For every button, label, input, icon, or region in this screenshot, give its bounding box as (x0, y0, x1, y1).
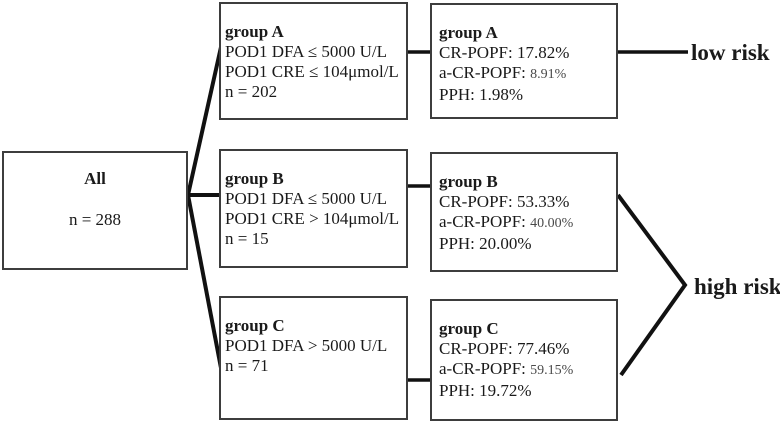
group-a-outcomes-title: group A (439, 23, 498, 42)
group-c-acr-popf-label: a-CR-POPF: (439, 359, 526, 378)
group-b-pph-value: 20.00% (479, 234, 532, 253)
group-a-pph: PPH: 1.98% (439, 85, 614, 105)
group-a-cr-popf-label: CR-POPF: (439, 43, 513, 62)
group-c-criteria-dfa: POD1 DFA > 5000 U/L (225, 336, 388, 355)
group-a-criteria-dfa: POD1 DFA ≤ 5000 U/L (225, 42, 388, 61)
group-b-pph-label: PPH: (439, 234, 475, 253)
group-b-cr-popf-value: 53.33% (516, 192, 570, 211)
group-c-pph: PPH: 19.72% (439, 381, 614, 401)
group-c-acr-popf-value: 59.15% (530, 363, 574, 378)
connector-all-to-group-c-line (186, 194, 223, 369)
group-c-criteria-count: n = 71 (225, 356, 269, 375)
group-a-acr-popf: a-CR-POPF: 8.91% (439, 63, 614, 85)
all-box-count: n = 288 (68, 210, 122, 229)
group-c-cr-popf-label: CR-POPF: (439, 339, 513, 358)
group-c-pph-value: 19.72% (479, 381, 532, 400)
group-a-cr-popf: CR-POPF: 17.82% (439, 43, 614, 63)
group-b-criteria-count: n = 15 (225, 229, 269, 248)
group-b-acr-popf: a-CR-POPF: 40.00% (439, 212, 614, 234)
group-b-criteria-title: group B (225, 169, 284, 188)
group-b-cr-popf-label: CR-POPF: (439, 192, 513, 211)
all-patients-box: All n = 288 (2, 151, 188, 270)
group-b-acr-popf-value: 40.00% (530, 216, 574, 231)
group-a-pph-value: 1.98% (479, 85, 524, 104)
group-a-acr-popf-value: 8.91% (530, 67, 567, 82)
low-risk-label: low risk (691, 40, 770, 65)
group-a-criteria-title: group A (225, 22, 284, 41)
group-a-criteria-box: group A POD1 DFA ≤ 5000 U/L POD1 CRE ≤ 1… (219, 2, 408, 120)
group-b-outcomes-title: group B (439, 172, 498, 191)
group-a-criteria-cre: POD1 CRE ≤ 104μmol/L (225, 62, 399, 81)
group-c-pph-label: PPH: (439, 381, 475, 400)
group-a-cr-popf-value: 17.82% (516, 43, 570, 62)
group-c-criteria-title: group C (225, 316, 285, 335)
group-c-cr-popf: CR-POPF: 77.46% (439, 339, 614, 359)
group-c-outcomes-title: group C (439, 319, 499, 338)
group-b-criteria-dfa: POD1 DFA ≤ 5000 U/L (225, 189, 388, 208)
group-b-cr-popf: CR-POPF: 53.33% (439, 192, 614, 212)
group-b-pph: PPH: 20.00% (439, 234, 614, 254)
group-c-acr-popf: a-CR-POPF: 59.15% (439, 359, 614, 381)
group-a-criteria-count: n = 202 (225, 82, 278, 101)
group-c-cr-popf-value: 77.46% (516, 339, 570, 358)
group-a-pph-label: PPH: (439, 85, 475, 104)
group-b-criteria-cre: POD1 CRE > 104μmol/L (225, 209, 400, 228)
connector-high-risk-bracket (616, 193, 688, 377)
connector-all-to-group-a-line (186, 46, 223, 196)
group-c-outcomes-box: group C CR-POPF: 77.46% a-CR-POPF: 59.15… (430, 299, 618, 421)
group-a-outcomes-box: group A CR-POPF: 17.82% a-CR-POPF: 8.91%… (430, 3, 618, 119)
group-a-acr-popf-label: a-CR-POPF: (439, 63, 526, 82)
group-c-criteria-box: group C POD1 DFA > 5000 U/L n = 71 (219, 296, 408, 420)
group-b-acr-popf-label: a-CR-POPF: (439, 212, 526, 231)
group-b-criteria-box: group B POD1 DFA ≤ 5000 U/L POD1 CRE > 1… (219, 149, 408, 268)
high-risk-label: high risk (694, 274, 780, 299)
all-box-title: All (84, 169, 106, 188)
group-b-outcomes-box: group B CR-POPF: 53.33% a-CR-POPF: 40.00… (430, 152, 618, 272)
